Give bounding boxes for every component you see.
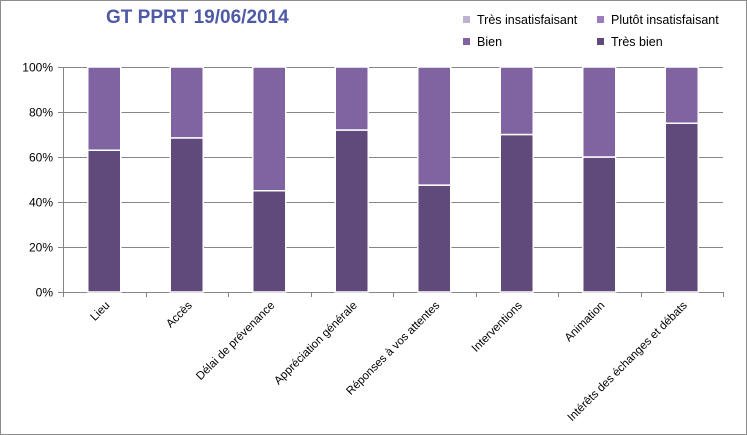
x-tick-label: Accès	[164, 299, 195, 330]
x-tick-label: Interventions	[470, 299, 525, 354]
legend-label-tres-insatisfaisant: Très insatisfaisant	[477, 13, 578, 27]
bar-segment	[252, 190, 287, 293]
bar-segment	[417, 184, 452, 293]
legend-swatch-bien	[463, 38, 470, 45]
x-tick-label: Appréciation générale	[272, 300, 360, 388]
bar-segment	[334, 129, 369, 293]
y-tick-label: 20%	[29, 241, 53, 255]
y-tick-label: 40%	[29, 196, 53, 210]
bar-segment	[582, 66, 617, 158]
bar-segment	[664, 122, 699, 293]
bar-segment	[582, 156, 617, 293]
bar-segment	[169, 137, 204, 293]
legend-label-plutot-insatisfaisant: Plutôt insatisfaisant	[611, 13, 719, 27]
y-tick-label: 100%	[22, 61, 53, 75]
bar-segment	[87, 66, 122, 151]
y-tick-label: 0%	[36, 286, 54, 300]
legend-label-bien: Bien	[477, 35, 503, 49]
bar-segment	[252, 66, 287, 192]
bar-segment	[664, 66, 699, 124]
chart-title: GT PPRT 19/06/2014	[106, 7, 289, 28]
bar-segment	[417, 66, 452, 186]
bar-segment	[87, 149, 122, 293]
legend-swatch-tres-insatisfaisant	[463, 16, 470, 23]
legend-swatch-plutot-insatisfaisant	[597, 16, 604, 23]
bar-segment	[499, 66, 534, 136]
legend-item-plutot-insatisfaisant: Plutôt insatisfaisant	[597, 12, 719, 28]
x-tick-label: Lieu	[89, 300, 113, 324]
bar-segment	[499, 133, 534, 293]
legend-item-bien: Bien	[463, 34, 502, 50]
x-tick-label: Animation	[563, 300, 608, 345]
bar-segment	[334, 66, 369, 131]
x-tick-label: Réponses à vos attentes	[344, 299, 442, 397]
y-tick-label: 60%	[29, 151, 53, 165]
bar-segment	[169, 66, 204, 139]
legend-item-tres-bien: Très bien	[597, 34, 663, 50]
legend-item-tres-insatisfaisant: Très insatisfaisant	[463, 12, 577, 28]
legend-label-tres-bien: Très bien	[611, 35, 663, 49]
x-tick-label: Délai de prévenance	[194, 300, 277, 383]
legend-swatch-tres-bien	[597, 38, 604, 45]
y-tick-label: 80%	[29, 106, 53, 120]
